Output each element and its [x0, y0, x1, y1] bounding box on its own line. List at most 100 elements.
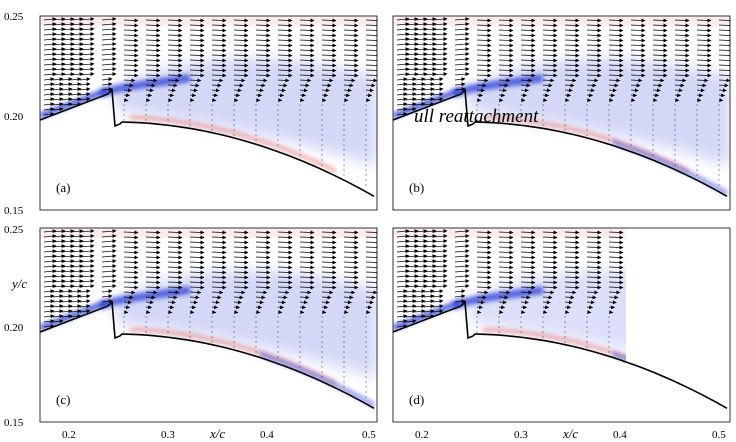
vector-arrow [405, 259, 419, 264]
vector-arrow [343, 230, 359, 235]
vector-arrow [255, 93, 263, 98]
panel-d-label: (d) [409, 392, 424, 407]
vector-arrow [277, 270, 293, 275]
vector-arrow [498, 230, 514, 235]
vector-dot [365, 124, 367, 126]
vector-dot [189, 114, 191, 116]
vector-arrow [101, 244, 117, 249]
vector-arrow [630, 68, 646, 73]
vector-dot [277, 139, 279, 141]
vector-arrow [70, 229, 84, 234]
vector-dot [255, 104, 257, 106]
vector-arrow [321, 230, 337, 235]
vector-dot [586, 109, 588, 111]
vector-dot [233, 134, 235, 136]
vector-arrow [211, 240, 227, 245]
vector-arrow [233, 280, 249, 285]
vector-arrow [43, 244, 57, 249]
vector-arrow [277, 28, 293, 33]
vector-arrow [396, 269, 410, 274]
vector-arrow [167, 33, 183, 38]
vector-arrow [423, 57, 437, 62]
vector-arrow [189, 18, 205, 23]
vector-arrow [299, 255, 315, 260]
vector-arrow [498, 28, 514, 33]
vector-arrow [696, 43, 712, 48]
vector-arrow [343, 28, 359, 33]
vector-arrow [414, 274, 428, 279]
vector-arrow [476, 255, 492, 260]
vector-arrow [299, 265, 315, 270]
vector-dot [343, 361, 345, 363]
vector-arrow [396, 299, 408, 304]
ytick-mid-c: 0.20 [4, 322, 24, 334]
vector-dot [277, 129, 279, 131]
vector-arrow [542, 33, 558, 38]
vector-arrow [43, 299, 55, 304]
vector-arrow [365, 73, 377, 78]
vector-arrow [498, 78, 511, 83]
vector-arrow [432, 284, 448, 289]
vector-dot [233, 321, 235, 323]
vector-dot [321, 326, 323, 328]
vector-arrow [343, 18, 359, 23]
vector-arrow [299, 63, 315, 68]
x-axis-label-d: x/c [562, 426, 578, 441]
vector-arrow [432, 274, 448, 279]
vector-dot [718, 159, 720, 161]
vector-dot [145, 321, 147, 323]
vector-arrow [189, 88, 198, 93]
vector-arrow [167, 38, 183, 43]
vector-dot [696, 109, 698, 111]
vector-arrow [123, 68, 139, 73]
vector-arrow [652, 63, 668, 68]
vector-arrow [696, 28, 712, 33]
vector-dot [189, 109, 191, 111]
vector-arrow [43, 107, 55, 112]
vector-arrow [396, 42, 410, 47]
vector-arrow [476, 300, 485, 305]
vector-arrow [423, 67, 437, 72]
vector-arrow [299, 295, 310, 300]
vector-arrow [630, 38, 646, 43]
vector-arrow [476, 33, 492, 38]
vector-arrow [476, 270, 492, 275]
vector-arrow [696, 68, 712, 73]
vector-arrow [343, 43, 359, 48]
vector-arrow [43, 37, 57, 42]
vector-arrow [630, 18, 646, 23]
vector-arrow [414, 87, 426, 92]
vector-arrow [101, 22, 117, 27]
vector-arrow [123, 93, 131, 98]
vector-dot [696, 124, 698, 126]
freestream-band [40, 228, 377, 238]
vector-arrow [101, 62, 117, 67]
vector-arrow [277, 78, 290, 83]
vector-dot [277, 144, 279, 146]
vector-arrow [70, 234, 84, 239]
vector-dot [696, 159, 698, 161]
vector-dot [321, 119, 323, 121]
ytick-top-a: 0.25 [4, 11, 24, 23]
vector-dot [299, 341, 301, 343]
vector-arrow [233, 310, 239, 315]
vector-dot [365, 139, 367, 141]
vector-arrow [277, 290, 290, 295]
vector-dot [321, 144, 323, 146]
vector-arrow [321, 53, 337, 58]
vector-dot [321, 159, 323, 161]
vector-dot [542, 336, 544, 338]
vector-arrow [454, 22, 470, 27]
vector-arrow [79, 82, 91, 87]
vector-arrow [321, 275, 337, 280]
vector-dot [211, 124, 213, 126]
vector-arrow [454, 87, 466, 92]
vector-arrow [123, 240, 139, 245]
vector-dot [299, 114, 301, 116]
vector-arrow [476, 28, 492, 33]
vector-arrow [476, 18, 492, 23]
vector-arrow [321, 18, 337, 23]
vector-arrow [123, 285, 139, 290]
vector-arrow [343, 275, 359, 280]
vector-arrow [79, 27, 95, 32]
